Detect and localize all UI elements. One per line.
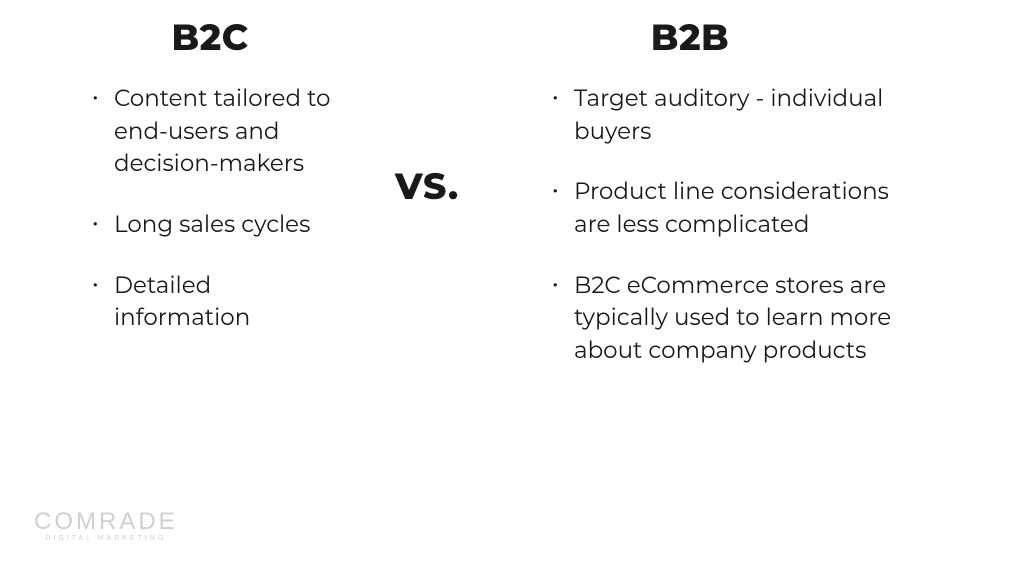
vs-label: VS. bbox=[395, 165, 459, 209]
right-list: Target auditory - individual buyers Prod… bbox=[540, 82, 970, 367]
brand-main-text: COMRADE bbox=[34, 508, 178, 535]
list-item: B2C eCommerce stores are typically used … bbox=[552, 269, 912, 367]
list-item: Long sales cycles bbox=[92, 208, 352, 241]
left-heading: B2C bbox=[110, 16, 310, 60]
left-list: Content tailored to end-users and decisi… bbox=[80, 82, 390, 334]
brand-logo: COMRADE DIGITAL MARKETING bbox=[34, 510, 178, 542]
list-item: Detailed information bbox=[92, 269, 352, 334]
right-column: B2B Target auditory - individual buyers … bbox=[540, 16, 970, 395]
brand-sub-text: DIGITAL MARKETING bbox=[34, 535, 178, 542]
list-item: Content tailored to end-users and decisi… bbox=[92, 82, 352, 180]
list-item: Target auditory - individual buyers bbox=[552, 82, 912, 147]
list-item: Product line considerations are less com… bbox=[552, 175, 912, 240]
right-heading: B2B bbox=[580, 16, 800, 60]
comparison-slide: B2C Content tailored to end-users and de… bbox=[0, 0, 1024, 576]
left-column: B2C Content tailored to end-users and de… bbox=[80, 16, 390, 362]
